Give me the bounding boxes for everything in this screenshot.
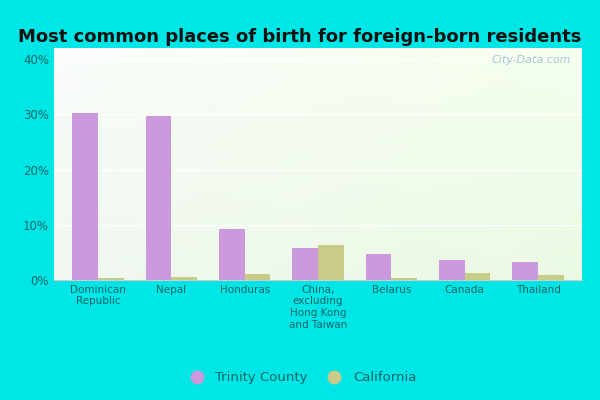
Legend: Trinity County, California: Trinity County, California [179,366,421,390]
Bar [538,275,563,280]
Bar [172,277,197,280]
Bar [365,254,391,280]
Bar [98,278,124,280]
Bar [219,229,245,280]
Text: City-Data.com: City-Data.com [492,55,571,65]
Text: Most common places of birth for foreign-born residents: Most common places of birth for foreign-… [19,28,581,46]
Bar [73,113,98,280]
Bar [292,248,318,280]
Bar [512,262,538,280]
Bar [318,245,344,280]
Bar [439,260,464,280]
Bar [146,116,172,280]
Bar [245,274,271,280]
Bar [391,278,417,280]
Bar [464,273,490,280]
